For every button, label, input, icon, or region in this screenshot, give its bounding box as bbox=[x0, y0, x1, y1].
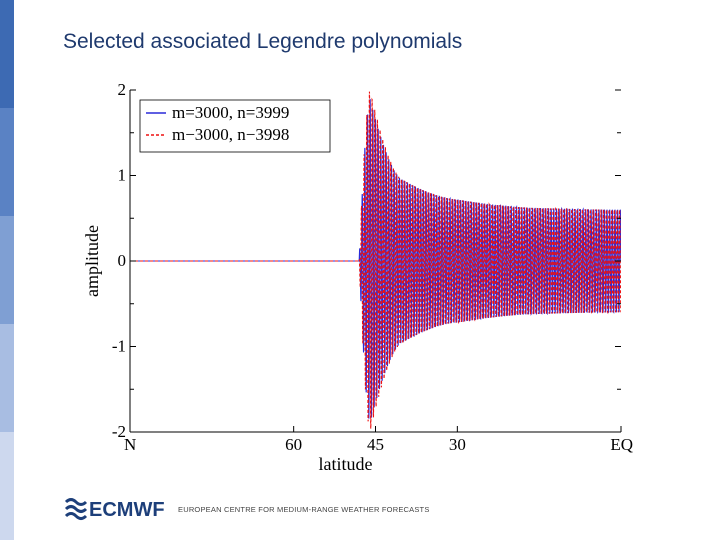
sidebar-segment bbox=[0, 432, 14, 540]
y-tick-label: 0 bbox=[118, 251, 127, 270]
y-axis-title: amplitude bbox=[82, 225, 102, 297]
footer-text: EUROPEAN CENTRE FOR MEDIUM-RANGE WEATHER… bbox=[178, 505, 430, 514]
legendre-chart: 2 1 0 -1 -2N 60 45 30 EQ latitude amplitude m=3000,… bbox=[82, 80, 633, 474]
x-tick-label: 60 bbox=[285, 435, 302, 454]
x-tick-label: 30 bbox=[449, 435, 466, 454]
legend-box bbox=[139, 99, 331, 153]
x-tick-label: 45 bbox=[367, 435, 384, 454]
sidebar-segment bbox=[0, 108, 14, 216]
sidebar-segment bbox=[0, 324, 14, 432]
slide-title: Selected associated Legendre polynomials bbox=[63, 30, 463, 53]
legend-label-2: m−3000, n−3998 bbox=[172, 125, 289, 144]
ecmwf-emblem-icon bbox=[64, 498, 88, 520]
sidebar-decoration bbox=[0, 0, 14, 540]
x-tick-label: N bbox=[124, 435, 136, 454]
y-tick-label: -2 bbox=[112, 422, 126, 441]
x-axis-title: latitude bbox=[319, 454, 373, 474]
y-tick-label: -1 bbox=[112, 337, 126, 356]
x-tick-label: EQ bbox=[610, 435, 633, 454]
sidebar-segment bbox=[0, 216, 14, 324]
y-tick-label: 1 bbox=[118, 166, 127, 185]
legend-label-1: m=3000, n=3999 bbox=[172, 103, 289, 122]
ecmwf-logo: ECMWF bbox=[64, 498, 165, 521]
legend: m=3000, n=3999 m−3000, n−3998 bbox=[139, 99, 331, 153]
logo-text: ECMWF bbox=[89, 499, 165, 521]
sidebar-segment bbox=[0, 0, 14, 108]
series-2-group bbox=[130, 91, 621, 429]
y-tick-label: 2 bbox=[118, 80, 127, 99]
series-line-2 bbox=[130, 91, 621, 429]
